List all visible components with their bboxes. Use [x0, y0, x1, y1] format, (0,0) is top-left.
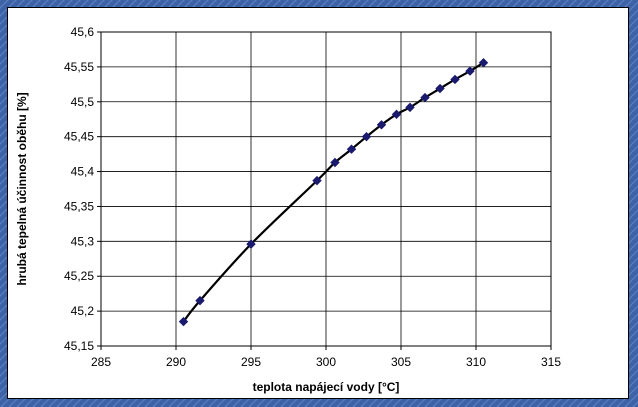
series-group [178, 57, 489, 327]
y-tick-label: 45,15 [64, 339, 94, 353]
gridlines [101, 32, 551, 346]
data-point [330, 157, 340, 168]
y-tick-label: 45,35 [64, 199, 94, 213]
data-point [246, 239, 256, 249]
x-tick-label: 295 [241, 355, 261, 369]
data-point [312, 175, 322, 186]
y-tick-label: 45,6 [71, 25, 95, 39]
data-point [420, 92, 430, 103]
x-tick-label: 315 [541, 355, 561, 369]
data-point [391, 109, 402, 120]
x-tick-label: 305 [391, 355, 411, 369]
y-tick-label: 45,45 [64, 130, 94, 144]
data-point [405, 102, 415, 113]
x-axis-title: teplota napájecí vody [°C] [253, 380, 400, 394]
x-tick-label: 290 [166, 355, 186, 369]
y-tick-label: 45,2 [71, 304, 95, 318]
y-tick-label: 45,5 [71, 95, 95, 109]
data-point [478, 57, 489, 68]
data-point [178, 316, 189, 327]
data-point [465, 66, 475, 76]
data-point [346, 144, 357, 154]
data-point [450, 74, 460, 85]
x-tick-label: 300 [316, 355, 336, 369]
chart-area: 285 290 295 300 305 310 315 45,15 45,2 45,25 45,3… [7, 7, 629, 399]
data-point [361, 131, 372, 142]
x-tick-label: 285 [91, 355, 111, 369]
y-tick-label: 45,55 [64, 60, 94, 74]
y-axis-ticks: 45,15 45,2 45,25 45,3 45,35 45,4 45,45 45,5 45,5… [64, 25, 101, 353]
y-axis-title: hrubá tepelná účinnost oběhu [%] [15, 92, 29, 285]
x-axis-ticks: 285 290 295 300 305 310 315 [91, 346, 561, 369]
data-point [195, 295, 205, 306]
y-tick-label: 45,25 [64, 269, 94, 283]
line-chart: 285 290 295 300 305 310 315 45,15 45,2 45,25 45,3… [15, 25, 561, 394]
data-point [435, 83, 445, 94]
x-tick-label: 310 [466, 355, 486, 369]
y-tick-label: 45,3 [71, 234, 95, 248]
data-point [376, 120, 387, 130]
y-tick-label: 45,4 [71, 165, 95, 179]
